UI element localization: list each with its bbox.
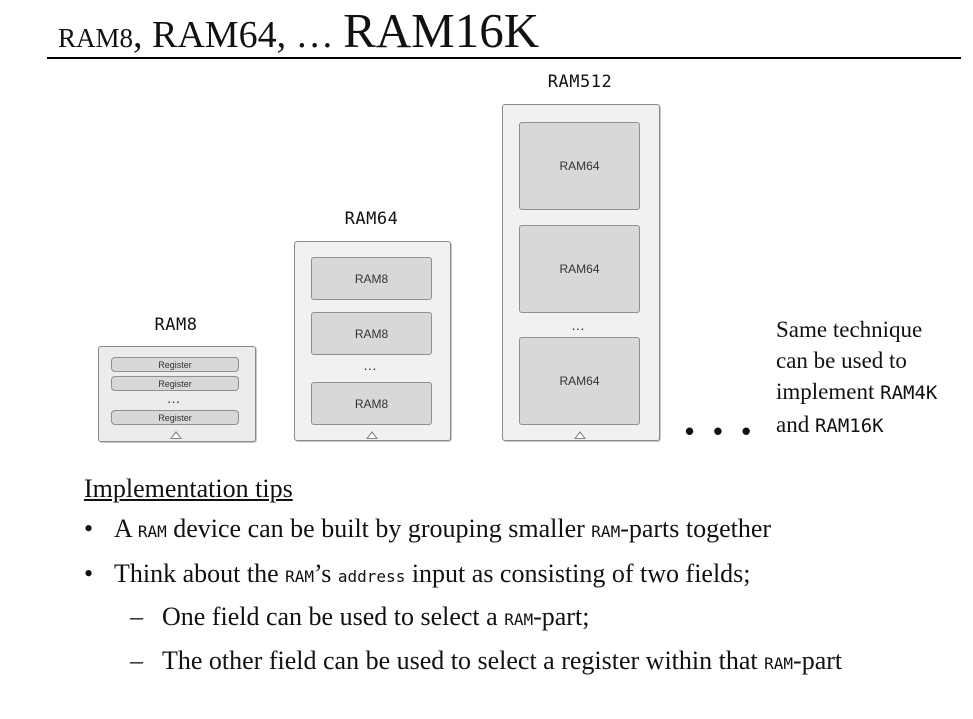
tips-heading: Implementation tips bbox=[84, 474, 293, 503]
tip-bullet-1: • A RAM device can be built by grouping s… bbox=[84, 514, 771, 544]
title-ram16k: RAM16K bbox=[343, 3, 540, 58]
tip-2-text-a: Think about the bbox=[114, 559, 286, 588]
side-note-line-4-text: and bbox=[776, 412, 815, 437]
sub-1-code-ram: RAM bbox=[504, 610, 534, 629]
ram64-part-2: RAM64 bbox=[519, 225, 640, 313]
sub-2-text-a: The other field can be used to select a … bbox=[162, 646, 765, 675]
tip-1-text-c: -parts together bbox=[620, 514, 772, 543]
register-3: Register bbox=[111, 410, 239, 425]
title-ram8: RAM8 bbox=[58, 23, 134, 53]
ram512-label: RAM512 bbox=[547, 72, 613, 92]
tip-1-code-ram: RAM bbox=[137, 522, 167, 541]
tip-2-code-address: address bbox=[337, 567, 406, 586]
tip-bullet-2: • Think about the RAM’s address input as … bbox=[84, 559, 751, 589]
side-note-line-2: can be used to bbox=[776, 348, 907, 373]
sub-2-text-b: -part bbox=[793, 646, 843, 675]
continuation-ellipsis: • • • bbox=[685, 416, 757, 446]
tip-sub-bullet-1: – One field can be used to select a RAM-p… bbox=[130, 602, 589, 632]
title-divider bbox=[47, 57, 961, 59]
side-note-line-3: implement RAM4K bbox=[776, 376, 937, 409]
register-ellipsis: … bbox=[166, 390, 182, 406]
ram64-chip: RAM8 RAM8 … RAM8 bbox=[294, 241, 451, 441]
ram64-part-3: RAM64 bbox=[519, 337, 640, 425]
tip-1-text-a: A bbox=[114, 514, 138, 543]
side-note-line-4: and RAM16K bbox=[776, 409, 937, 442]
tip-1-code-ram-2: RAM bbox=[591, 522, 621, 541]
sub-1-text-b: -part; bbox=[533, 602, 590, 631]
ram8-part-3: RAM8 bbox=[311, 382, 432, 425]
ram8-part-1: RAM8 bbox=[311, 257, 432, 300]
tip-2-code-ram: RAM bbox=[285, 567, 315, 586]
bullet-mark: • bbox=[84, 514, 94, 543]
clock-triangle-icon bbox=[366, 431, 378, 439]
ram8-chip: Register Register … Register bbox=[98, 346, 256, 442]
tip-2-text-b: ’s bbox=[314, 559, 338, 588]
ram8-label: RAM8 bbox=[154, 315, 198, 335]
register-1: Register bbox=[111, 357, 239, 372]
side-note-ram4k: RAM4K bbox=[880, 382, 938, 404]
tip-2-text-c: input as consisting of two fields; bbox=[405, 559, 751, 588]
slide-title: RAM8, RAM64, … RAM16K bbox=[58, 2, 539, 59]
ram512-chip: RAM64 RAM64 … RAM64 bbox=[502, 104, 660, 441]
side-note-ram16k: RAM16K bbox=[814, 415, 884, 437]
side-note: Same technique can be used to implement … bbox=[776, 314, 937, 442]
clock-triangle-icon bbox=[170, 431, 182, 439]
dash-mark: – bbox=[130, 602, 143, 631]
clock-triangle-icon bbox=[574, 431, 586, 439]
side-note-line-3-text: implement bbox=[776, 379, 881, 404]
ram64-ellipsis: … bbox=[571, 317, 586, 333]
tip-sub-bullet-2: – The other field can be used to select a… bbox=[130, 646, 842, 676]
ram8-part-2: RAM8 bbox=[311, 312, 432, 355]
ram64-part-1: RAM64 bbox=[519, 122, 640, 210]
ram64-label: RAM64 bbox=[344, 209, 399, 229]
bullet-mark: • bbox=[84, 559, 94, 588]
tip-1-text-b: device can be built by grouping smaller bbox=[166, 514, 592, 543]
ram8-ellipsis: … bbox=[363, 357, 378, 373]
register-2: Register bbox=[111, 376, 239, 391]
side-note-line-1: Same technique bbox=[776, 317, 923, 342]
sub-1-text-a: One field can be used to select a bbox=[162, 602, 505, 631]
dash-mark: – bbox=[130, 646, 143, 675]
title-middle: , RAM64, … bbox=[133, 14, 344, 56]
sub-2-code-ram: RAM bbox=[764, 654, 794, 673]
